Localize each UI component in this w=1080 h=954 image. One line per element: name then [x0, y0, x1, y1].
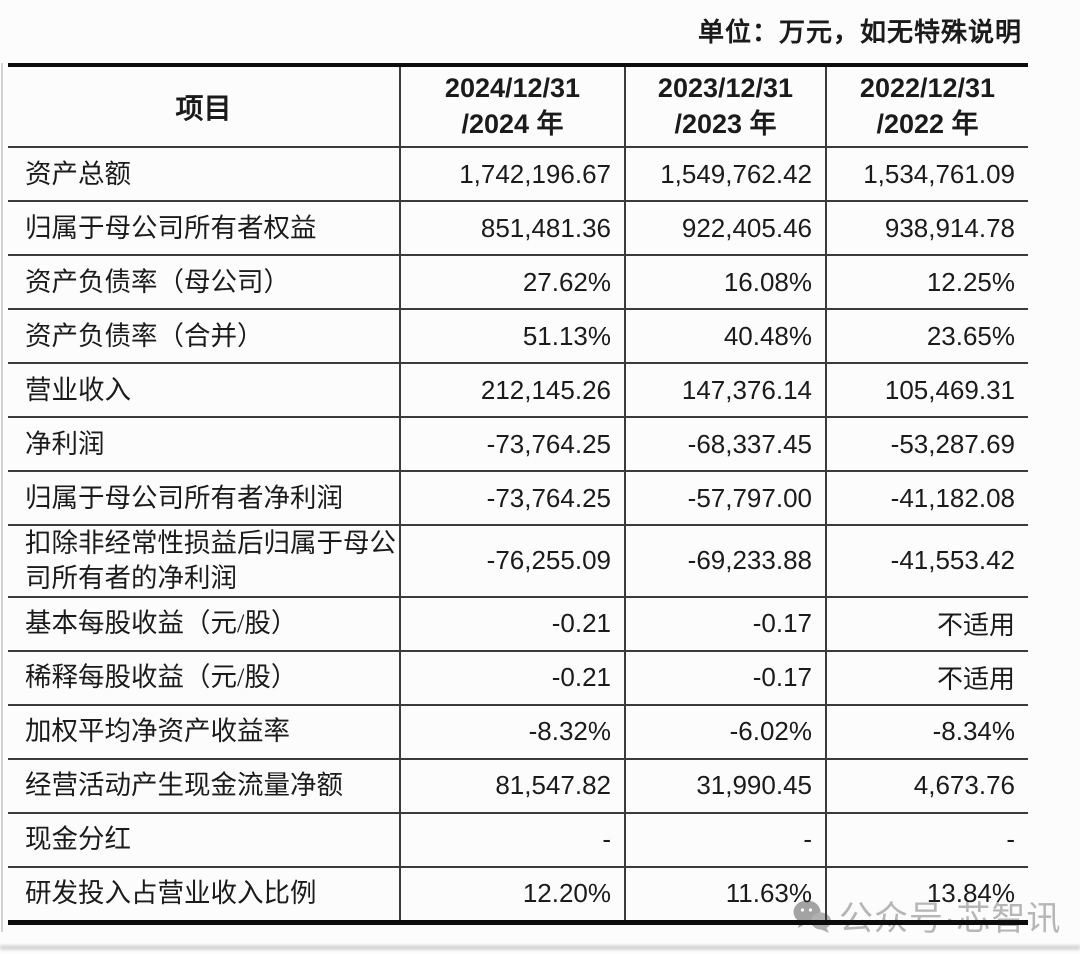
financial-summary-table: 项目 2024/12/31 /2024 年 2023/12/31 /2023 年… [8, 63, 1028, 925]
table-row: 资产负债率（合并） 51.13% 40.48% 23.65% [8, 309, 1028, 364]
cell-value: 31,990.45 [624, 758, 826, 814]
cell-value: 不适用 [825, 596, 1028, 652]
unit-note: 单位：万元，如无特殊说明 [697, 18, 1022, 47]
cell-value: -8.34% [825, 704, 1028, 760]
cell-value: -6.02% [624, 704, 826, 760]
cell-value: 1,549,762.42 [624, 147, 826, 202]
row-label: 现金分红 [8, 812, 400, 868]
cell-value: 40.48% [624, 309, 826, 364]
header-row: 项目 2024/12/31 /2024 年 2023/12/31 /2023 年… [8, 65, 1028, 148]
cell-value: 27.62% [399, 255, 625, 310]
cell-value: 81,547.82 [399, 758, 625, 814]
cell-value: 12.25% [825, 255, 1028, 310]
row-label: 经营活动产生现金流量净额 [8, 758, 400, 814]
row-label: 归属于母公司所有者净利润 [8, 471, 400, 526]
cell-value: -57,797.00 [624, 471, 826, 526]
header-2024-line2: /2024 年 [461, 108, 564, 139]
table-row: 加权平均净资产收益率 -8.32% -6.02% -8.34% [8, 704, 1028, 760]
table-row: 资产负债率（母公司） 27.62% 16.08% 12.25% [8, 255, 1028, 310]
row-label: 资产总额 [8, 147, 400, 202]
header-2022-line1: 2022/12/31 [859, 73, 996, 104]
cell-value: 4,673.76 [825, 758, 1028, 814]
cell-value: 1,742,196.67 [399, 147, 625, 202]
table-row: 资产总额 1,742,196.67 1,549,762.42 1,534,761.09 [8, 147, 1028, 202]
row-label: 资产负债率（母公司） [8, 255, 400, 310]
cell-value: -41,553.42 [825, 525, 1028, 598]
row-label: 基本每股收益（元/股） [8, 596, 400, 652]
cell-value: - [825, 812, 1028, 868]
bottom-edge-band [0, 945, 1080, 950]
cell-value: 212,145.26 [399, 363, 625, 418]
table-row: 基本每股收益（元/股） -0.21 -0.17 不适用 [8, 596, 1028, 652]
table-row: 营业收入 212,145.26 147,376.14 105,469.31 [8, 363, 1028, 418]
table-row: 扣除非经常性损益后归属于母公司所有者的净利润 -76,255.09 -69,233.… [8, 525, 1028, 598]
table-row: 归属于母公司所有者净利润 -73,764.25 -57,797.00 -41,182.… [8, 471, 1028, 526]
header-2022: 2022/12/31 /2022 年 [825, 65, 1028, 148]
cell-value: 16.08% [624, 255, 826, 310]
cell-value: -69,233.88 [624, 525, 826, 598]
cell-value: -0.17 [624, 650, 826, 706]
row-label: 资产负债率（合并） [8, 309, 400, 364]
header-2023-line2: /2023 年 [674, 108, 777, 139]
row-label: 加权平均净资产收益率 [8, 704, 400, 760]
cell-value: -53,287.69 [825, 417, 1028, 472]
cell-value: 23.65% [825, 309, 1028, 364]
row-label: 研发投入占营业收入比例 [8, 866, 400, 924]
table-row: 净利润 -73,764.25 -68,337.45 -53,287.69 [8, 417, 1028, 472]
header-2024-line1: 2024/12/31 [444, 73, 581, 104]
cell-value: 51.13% [399, 309, 625, 364]
cell-value: - [399, 812, 625, 868]
cell-value: - [624, 812, 826, 868]
cell-value: 105,469.31 [825, 363, 1028, 418]
cell-value: -41,182.08 [825, 471, 1028, 526]
row-label: 归属于母公司所有者权益 [8, 201, 400, 256]
header-2024: 2024/12/31 /2024 年 [399, 65, 625, 148]
cell-value: 1,534,761.09 [825, 147, 1028, 202]
row-label: 稀释每股收益（元/股） [8, 650, 400, 706]
cell-value: 147,376.14 [624, 363, 826, 418]
cell-value: -0.17 [624, 596, 826, 652]
cell-value: -68,337.45 [624, 417, 826, 472]
cell-value: -73,764.25 [399, 417, 625, 472]
cell-value: 938,914.78 [825, 201, 1028, 256]
cell-value: -8.32% [399, 704, 625, 760]
table-row: 研发投入占营业收入比例 12.20% 11.63% 13.84% [8, 866, 1028, 924]
cell-value: 12.20% [399, 866, 625, 924]
row-label: 净利润 [8, 417, 400, 472]
row-label: 营业收入 [8, 363, 400, 418]
row-label: 扣除非经常性损益后归属于母公司所有者的净利润 [8, 525, 400, 598]
cell-value: 13.84% [825, 866, 1028, 924]
table-row: 稀释每股收益（元/股） -0.21 -0.17 不适用 [8, 650, 1028, 706]
table-row: 归属于母公司所有者权益 851,481.36 922,405.46 938,914.7… [8, 201, 1028, 256]
cell-value: 922,405.46 [624, 201, 826, 256]
cell-value: 851,481.36 [399, 201, 625, 256]
header-2022-line2: /2022 年 [876, 108, 979, 139]
table-row: 经营活动产生现金流量净额 81,547.82 31,990.45 4,673.76 [8, 758, 1028, 814]
cell-value: 不适用 [825, 650, 1028, 706]
cell-value: -73,764.25 [399, 471, 625, 526]
cell-value: 11.63% [624, 866, 826, 924]
header-2023-line1: 2023/12/31 [657, 73, 794, 104]
page-edge-line [1, 63, 3, 932]
cell-value: -0.21 [399, 596, 625, 652]
cell-value: -0.21 [399, 650, 625, 706]
cell-value: -76,255.09 [399, 525, 625, 598]
header-2023: 2023/12/31 /2023 年 [624, 65, 826, 148]
table-row: 现金分红 - - - [8, 812, 1028, 868]
header-item: 项目 [8, 65, 400, 148]
